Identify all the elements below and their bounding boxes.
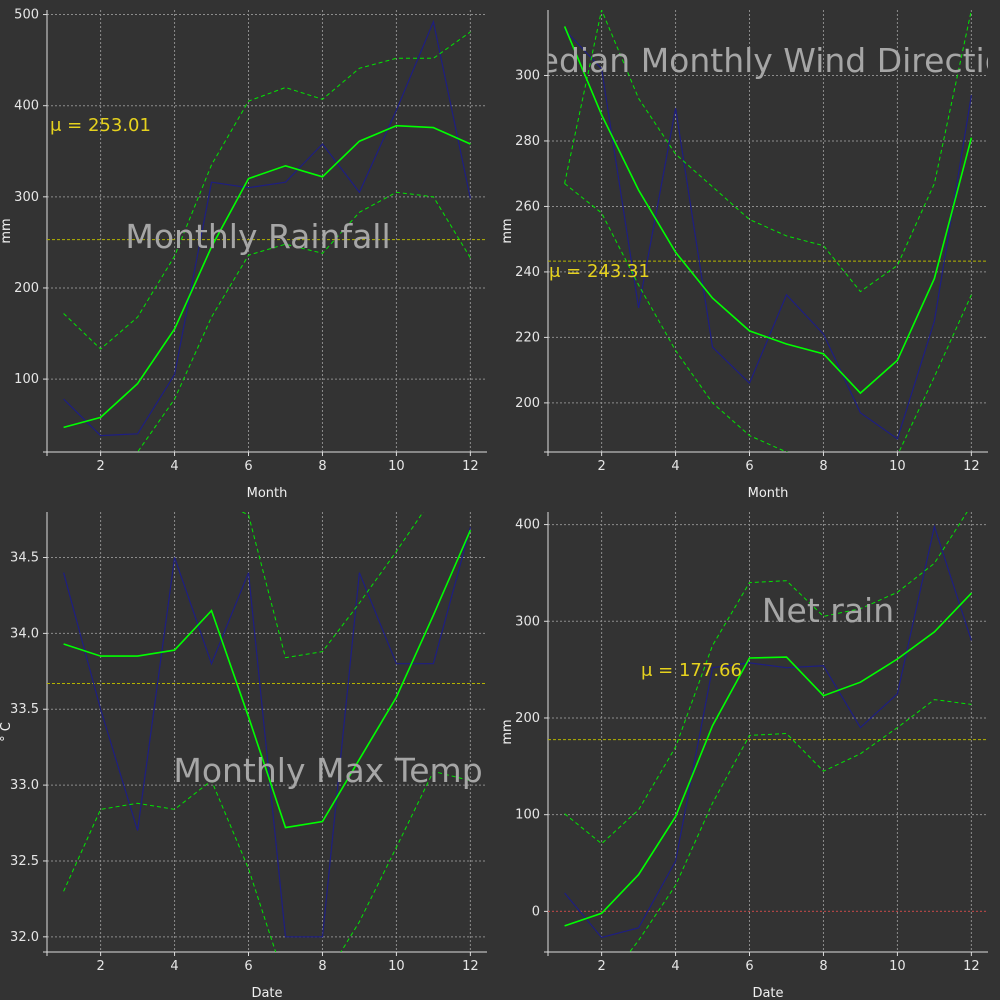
y-tick-label: 220 — [515, 330, 540, 345]
y-tick-label: 34.5 — [10, 551, 39, 566]
x-tick-label: 8 — [318, 959, 326, 974]
plot-area — [47, 19, 487, 452]
chart-title: Monthly Rainfall — [125, 217, 390, 256]
series-fit-line — [563, 26, 973, 395]
x-tick-label: 6 — [745, 959, 753, 974]
y-tick-label: 0 — [532, 904, 540, 919]
y-tick-label: 500 — [14, 8, 39, 23]
x-tick-label: 8 — [819, 959, 827, 974]
chart-title: Net rain — [762, 591, 894, 630]
x-tick-label: 8 — [318, 459, 326, 474]
panel-4: 2 4 6 8 10 12 0 100 200 300 400 Date mm Net rain μ = 1… — [500, 512, 988, 1000]
series-lower-line — [564, 183, 972, 452]
x-axis-label: Date — [251, 986, 282, 1000]
y-axis-label: mm — [500, 218, 515, 243]
x-tick-label: 8 — [819, 459, 827, 474]
y-tick-label: 300 — [515, 68, 540, 83]
x-tick-label: 12 — [462, 459, 479, 474]
x-axis-label: Month — [748, 486, 789, 501]
y-tick-label: 33.0 — [10, 778, 39, 793]
mean-label: μ = 253.01 — [50, 115, 151, 136]
x-tick-label: 6 — [244, 459, 252, 474]
y-tick-label: 34.0 — [10, 626, 39, 641]
x-axis-label: Month — [247, 486, 288, 501]
chart-title: Monthly Max Temp — [173, 751, 482, 790]
x-tick-label: 6 — [745, 459, 753, 474]
panel-3: 2 4 6 8 10 12 32.0 32.5 33.0 33.5 34.0 34.5 Date ° C M… — [0, 512, 487, 1000]
y-tick-label: 280 — [515, 134, 540, 149]
series-actual-line — [63, 527, 471, 938]
series-actual-line — [564, 29, 972, 440]
x-tick-label: 2 — [597, 459, 605, 474]
x-tick-label: 6 — [244, 959, 252, 974]
y-tick-label: 100 — [14, 372, 39, 387]
series-fit-line — [564, 592, 972, 927]
x-tick-label: 4 — [671, 959, 679, 974]
series-actual-line — [564, 524, 972, 939]
x-tick-label: 10 — [388, 459, 405, 474]
y-tick-label: 260 — [515, 199, 540, 214]
y-tick-label: 300 — [14, 190, 39, 205]
y-tick-label: 200 — [14, 281, 39, 296]
y-tick-label: 100 — [515, 808, 540, 823]
series-lower-line — [63, 770, 471, 952]
series-fit-line — [63, 124, 471, 429]
series-upper-line — [63, 31, 471, 350]
x-tick-label: 10 — [388, 959, 405, 974]
x-tick-label: 12 — [462, 959, 479, 974]
y-tick-label: 240 — [515, 265, 540, 280]
y-tick-label: 32.5 — [10, 854, 39, 869]
x-tick-label: 10 — [889, 459, 906, 474]
x-tick-label: 2 — [96, 459, 104, 474]
plot-area — [47, 512, 487, 952]
grid — [47, 512, 487, 952]
x-axis-label: Date — [752, 986, 783, 1000]
series-lower-line — [629, 699, 972, 952]
x-tick-label: 10 — [889, 959, 906, 974]
plot-area — [548, 10, 988, 452]
x-tick-label: 4 — [170, 959, 178, 974]
series-actual-line — [63, 19, 471, 437]
y-tick-label: 32.0 — [10, 930, 39, 945]
x-tick-label: 2 — [597, 959, 605, 974]
panel-2: 2 4 6 8 10 12 200 220 240 260 280 300 Month mm Median … — [500, 10, 1000, 501]
series-upper-line — [241, 512, 424, 659]
y-tick-label: 400 — [515, 518, 540, 533]
x-tick-label: 2 — [96, 959, 104, 974]
series-fit-line — [63, 529, 472, 829]
plot-area — [548, 512, 988, 952]
grid — [47, 10, 487, 452]
y-tick-label: 200 — [515, 711, 540, 726]
x-tick-label: 12 — [963, 959, 980, 974]
mean-label: μ = 243.31 — [549, 261, 650, 282]
mean-label: μ = 177.66 — [641, 660, 742, 681]
y-axis-label: mm — [0, 218, 14, 243]
y-axis-label: mm — [500, 719, 515, 744]
x-tick-label: 4 — [671, 459, 679, 474]
y-tick-label: 33.5 — [10, 702, 39, 717]
y-axis-label: ° C — [0, 722, 14, 742]
series-upper-line — [564, 512, 968, 845]
chart-title: Median Monthly Wind Direction — [510, 41, 1000, 80]
x-tick-label: 12 — [963, 459, 980, 474]
y-tick-label: 200 — [515, 396, 540, 411]
panel-1: 2 4 6 8 10 12 100 200 300 400 500 Month mm Monthly Ra… — [0, 8, 487, 501]
x-tick-label: 4 — [170, 459, 178, 474]
y-tick-label: 300 — [515, 614, 540, 629]
y-tick-label: 400 — [14, 99, 39, 114]
